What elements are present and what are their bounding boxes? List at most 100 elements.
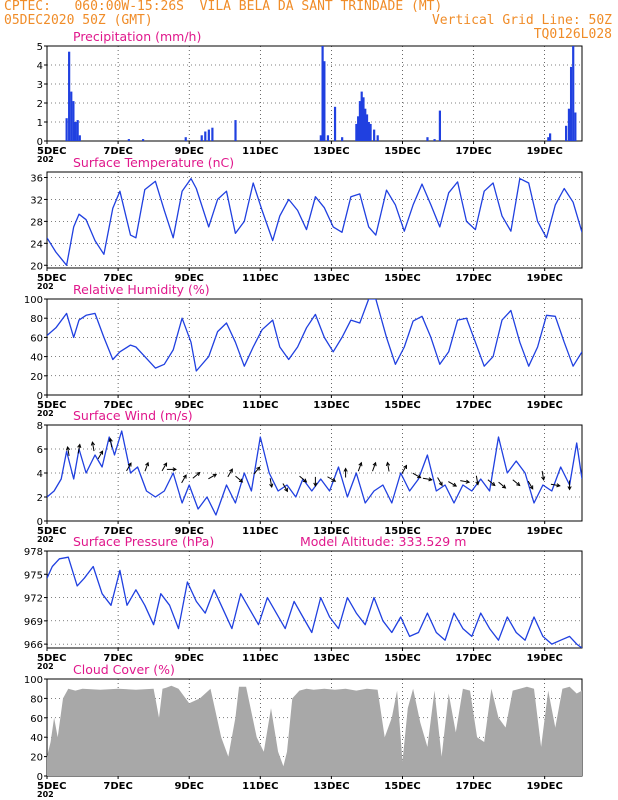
x-tick-label: 19DEC: [526, 400, 562, 411]
y-tick-label: 60: [30, 333, 43, 344]
x-year-label: 202: [37, 282, 54, 291]
wind-arrow-head: [212, 473, 218, 478]
wind-arrow-head: [417, 474, 422, 479]
precip-bar: [333, 106, 337, 141]
x-tick-label: 17DEC: [455, 526, 491, 537]
wind-arrow: [269, 478, 273, 488]
wind-arrow-head: [403, 464, 408, 470]
wind-arrow: [357, 462, 362, 472]
precip-bar: [572, 46, 575, 141]
y-tick-label: 80: [30, 694, 43, 705]
series-line-pressure: [47, 556, 582, 648]
wind-arrow-head: [302, 478, 308, 483]
wind-arrow: [126, 462, 132, 472]
x-tick-label: 7DEC: [103, 653, 132, 664]
y-tick-label: 2: [37, 99, 43, 110]
wind-arrow-head: [182, 474, 187, 479]
x-tick-label: 9DEC: [174, 653, 203, 664]
wind-arrow-head: [77, 443, 82, 449]
y-tick-label: 40: [30, 733, 43, 744]
wind-arrow-head: [145, 461, 150, 467]
wind-arrow: [109, 438, 113, 448]
wind-arrow-head: [556, 483, 561, 488]
y-tick-label: 3: [37, 80, 43, 91]
panel-frame-humidity: [46, 298, 583, 396]
precip-bar: [78, 135, 81, 141]
x-tick-label: 7DEC: [103, 781, 132, 792]
x-tick-label: 13DEC: [313, 400, 349, 411]
precip-bar: [360, 91, 363, 141]
y-tick-label: 1: [37, 118, 43, 129]
wind-arrow: [208, 473, 217, 480]
x-tick-label: 15DEC: [384, 400, 420, 411]
wind-arrow: [227, 468, 233, 478]
precip-bar: [364, 108, 367, 141]
y-tick-label: 100: [24, 675, 43, 686]
precip-bar: [365, 114, 369, 141]
x-tick-label: 5DEC: [37, 273, 66, 284]
x-year-label: 202: [37, 790, 54, 799]
wind-arrow: [437, 477, 443, 486]
wind-arrow: [67, 446, 70, 456]
x-tick-label: 5DEC: [37, 781, 66, 792]
panel-title-precipitation: Precipitation (mm/h): [73, 29, 201, 44]
wind-arrow-head: [385, 461, 391, 467]
wind-arrow-head: [491, 482, 496, 487]
x-year-label: 202: [37, 535, 54, 544]
wind-arrow-head: [529, 485, 534, 490]
wind-arrow-head: [284, 487, 288, 493]
y-tick-label: 972: [24, 594, 43, 605]
precip-bar: [204, 131, 207, 141]
x-tick-label: 17DEC: [455, 653, 491, 664]
precip-bar: [234, 120, 237, 141]
cloud-cover-area: [47, 685, 582, 776]
x-tick-label: 19DEC: [526, 653, 562, 664]
precip-bar: [355, 123, 358, 141]
precip-bar: [358, 101, 362, 141]
x-tick-label: 9DEC: [174, 400, 203, 411]
precip-bar: [76, 120, 79, 141]
x-tick-label: 9DEC: [174, 273, 203, 284]
x-tick-label: 17DEC: [455, 146, 491, 157]
wind-arrow-head: [313, 482, 318, 487]
wind-arrow-head: [269, 483, 274, 489]
precip-bar: [565, 125, 568, 141]
panel-title-cloud-cover: Cloud Cover (%): [73, 662, 175, 677]
precip-bar: [74, 122, 77, 141]
precip-bar: [426, 137, 429, 141]
y-tick-label: 0: [37, 391, 43, 402]
x-tick-label: 15DEC: [384, 146, 420, 157]
wind-arrow-head: [99, 450, 104, 455]
precip-bar: [438, 110, 442, 141]
wind-arrow: [487, 479, 496, 486]
precip-bar: [127, 139, 130, 141]
precip-bar: [323, 61, 326, 141]
wind-arrow: [299, 475, 307, 483]
wind-arrow: [161, 462, 167, 472]
x-tick-label: 17DEC: [455, 400, 491, 411]
precip-bar: [567, 108, 571, 141]
y-tick-label: 8: [37, 421, 43, 432]
y-tick-label: 0: [37, 772, 43, 783]
precip-bar: [68, 51, 71, 141]
wind-arrow: [91, 442, 95, 452]
y-tick-label: 969: [24, 617, 43, 628]
precip-bar: [72, 101, 75, 141]
wind-arrow: [412, 472, 421, 479]
precip-bar: [362, 97, 365, 141]
wind-arrow-head: [256, 466, 261, 471]
y-tick-label: 40: [30, 353, 43, 364]
x-tick-label: 7DEC: [103, 273, 132, 284]
precip-bar: [549, 133, 552, 141]
x-tick-label: 9DEC: [174, 526, 203, 537]
x-tick-label: 19DEC: [526, 273, 562, 284]
series-line-humidity: [47, 299, 582, 372]
precip-bar: [319, 135, 322, 141]
y-tick-label: 4: [37, 61, 43, 72]
precip-bar: [367, 122, 370, 141]
precip-bar: [357, 116, 360, 141]
wind-arrow-head: [331, 478, 337, 482]
wind-arrow: [550, 483, 560, 487]
wind-arrow: [181, 474, 187, 484]
wind-arrow-head: [438, 481, 443, 487]
